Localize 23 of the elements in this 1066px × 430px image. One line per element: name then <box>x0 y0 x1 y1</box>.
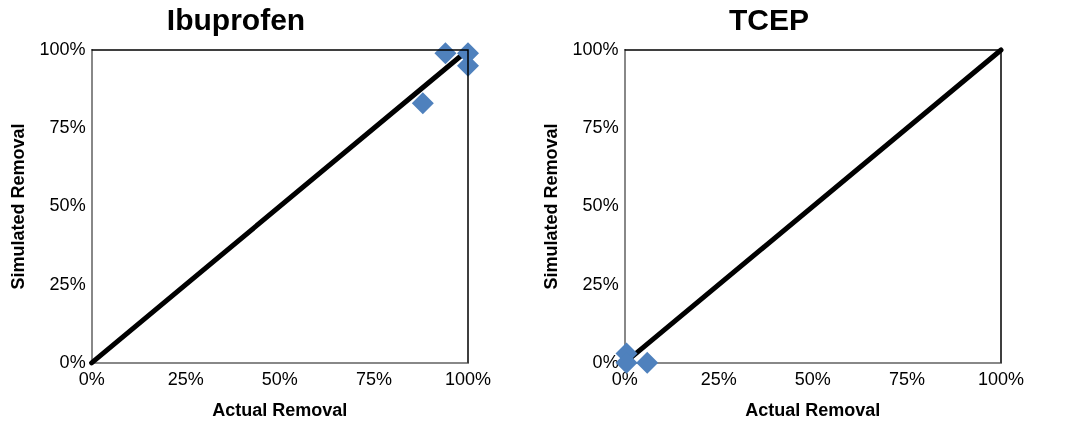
y-tick-label: 75% <box>49 117 86 138</box>
x-tick-label: 75% <box>355 368 392 389</box>
x-tick-label: 25% <box>700 368 737 389</box>
x-axis-title: Actual Removal <box>212 400 348 421</box>
x-tick-label: 50% <box>261 368 298 389</box>
y-tick-label: 50% <box>582 195 619 216</box>
x-tick-label: 100% <box>977 368 1025 389</box>
chart-title: TCEP <box>728 3 810 37</box>
x-tick-label: 100% <box>444 368 492 389</box>
y-tick-label: 25% <box>582 273 619 294</box>
y-tick-label: 100% <box>39 38 86 59</box>
chart-title: Ibuprofen <box>166 3 306 37</box>
point <box>411 92 434 115</box>
x-tick-label: 75% <box>888 368 925 389</box>
x-tick-label: 50% <box>794 368 831 389</box>
y-axis-title: Simulated Removal <box>7 123 28 290</box>
y-axis-title: Simulated Removal <box>540 123 561 290</box>
x-tick-label: 25% <box>167 368 204 389</box>
y-tick-label: 100% <box>572 38 619 59</box>
x-axis-title: Actual Removal <box>745 400 881 421</box>
y-tick-label: 75% <box>582 117 619 138</box>
y-tick-label: 50% <box>49 195 86 216</box>
y-tick-label: 25% <box>49 273 86 294</box>
